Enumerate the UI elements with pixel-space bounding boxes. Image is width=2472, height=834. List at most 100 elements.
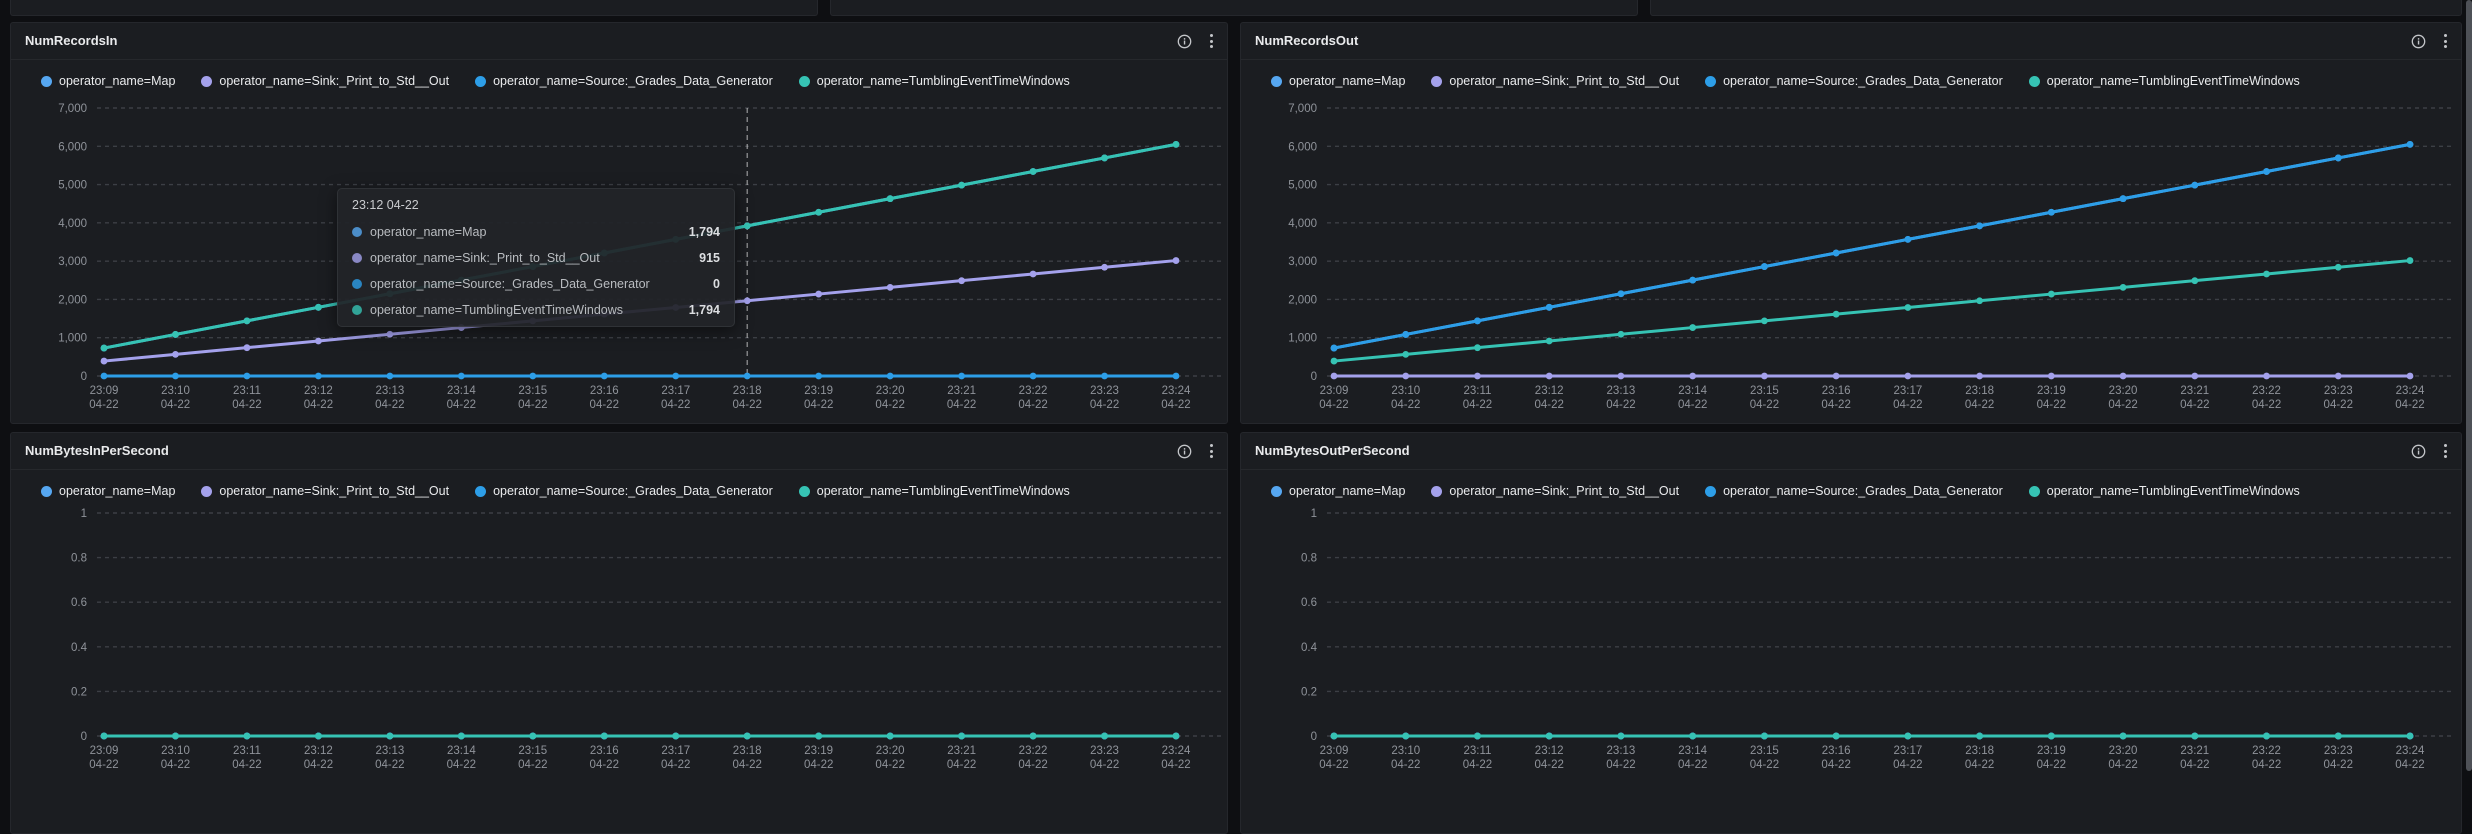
clipped-date-label: 04-22: [2262, 0, 2291, 2]
svg-text:0: 0: [1311, 371, 1317, 383]
clipped-date-label: 04-22: [1174, 0, 1203, 2]
tooltip-series-name: operator_name=Map: [370, 225, 487, 239]
svg-text:04-22: 04-22: [804, 759, 833, 771]
svg-text:04-22: 04-22: [1821, 759, 1850, 771]
svg-text:04-22: 04-22: [1821, 399, 1850, 411]
svg-text:04-22: 04-22: [1018, 759, 1047, 771]
legend-item[interactable]: operator_name=Source:_Grades_Data_Genera…: [1705, 74, 2003, 88]
info-icon[interactable]: [2411, 34, 2426, 49]
legend-item[interactable]: operator_name=Sink:_Print_to_Std__Out: [1431, 484, 1679, 498]
svg-text:04-22: 04-22: [1606, 759, 1635, 771]
svg-text:04-22: 04-22: [232, 399, 261, 411]
svg-text:4,000: 4,000: [58, 218, 87, 230]
svg-text:23:10: 23:10: [1391, 745, 1420, 757]
clipped-date-label: 04-22: [133, 0, 162, 2]
svg-text:04-22: 04-22: [875, 399, 904, 411]
legend-series-dot: [475, 485, 487, 497]
panel-numrecordsout: NumRecordsOut operator_name=Map operator_…: [1240, 22, 2462, 424]
clipped-date-label: 04-22: [1527, 0, 1556, 2]
clipped-date-label: 04-22: [998, 0, 1027, 2]
svg-text:04-22: 04-22: [161, 759, 190, 771]
tooltip-series-dot: [352, 253, 362, 263]
legend-item[interactable]: operator_name=Sink:_Print_to_Std__Out: [201, 74, 449, 88]
legend-series-dot: [1705, 75, 1717, 87]
panel-header: NumBytesInPerSecond: [11, 433, 1227, 470]
svg-text:23:14: 23:14: [447, 745, 476, 757]
svg-text:04-22: 04-22: [1965, 759, 1994, 771]
svg-text:04-22: 04-22: [590, 399, 619, 411]
chart-numbytesinpersecond[interactable]: 1 0.8 0.6 0.4 0.2 0 23:09 04-22 23:10 04-22 23:11 0…: [11, 497, 1227, 833]
svg-text:0: 0: [81, 731, 87, 743]
partial-panel-top-3: 04-22 04-22 04-22 04-22 04-22 04-22 04-22 04-22…: [1650, 0, 2462, 16]
legend-item[interactable]: operator_name=TumblingEventTimeWindows: [798, 484, 1070, 498]
panel-title[interactable]: NumBytesOutPerSecond: [1255, 443, 1410, 458]
info-icon[interactable]: [2411, 444, 2426, 459]
svg-text:0: 0: [81, 371, 87, 383]
tooltip-timestamp: 23:12 04-22: [352, 198, 419, 212]
legend-series-dot: [475, 75, 487, 87]
svg-text:23:17: 23:17: [661, 385, 690, 397]
kebab-menu-icon[interactable]: [1210, 444, 1213, 458]
tooltip-series-value: 915: [699, 251, 720, 265]
legend-item[interactable]: operator_name=Source:_Grades_Data_Genera…: [475, 484, 773, 498]
legend-item[interactable]: operator_name=Map: [41, 484, 175, 498]
svg-text:04-22: 04-22: [947, 399, 976, 411]
kebab-menu-icon[interactable]: [2444, 34, 2447, 48]
chart-numrecordsout[interactable]: 7,000 6,000 5,000 4,000 3,000 2,000 1,000 0 23:0…: [1241, 87, 2461, 423]
svg-text:3,000: 3,000: [58, 256, 87, 268]
clipped-date-label: 04-22: [1218, 0, 1247, 2]
svg-text:23:18: 23:18: [733, 745, 762, 757]
svg-text:04-22: 04-22: [1606, 399, 1635, 411]
clipped-axis-labels: 04-22 04-22 04-22 04-22 04-22 04-22 04-22 04-22…: [1651, 0, 2461, 14]
legend-item[interactable]: operator_name=TumblingEventTimeWindows: [2028, 74, 2300, 88]
clipped-date-label: 04-22: [1907, 0, 1936, 2]
svg-text:23:15: 23:15: [518, 745, 547, 757]
svg-text:04-22: 04-22: [1463, 759, 1492, 771]
info-icon[interactable]: [1177, 34, 1192, 49]
legend-item[interactable]: operator_name=Source:_Grades_Data_Genera…: [1705, 484, 2003, 498]
svg-text:23:16: 23:16: [1822, 745, 1851, 757]
legend-series-label: operator_name=TumblingEventTimeWindows: [2046, 484, 2300, 498]
svg-text:6,000: 6,000: [58, 141, 87, 153]
svg-text:23:20: 23:20: [876, 745, 905, 757]
svg-text:23:09: 23:09: [90, 385, 119, 397]
legend-item[interactable]: operator_name=Sink:_Print_to_Std__Out: [201, 484, 449, 498]
svg-text:0.2: 0.2: [1301, 686, 1317, 698]
panel-numrecordsin: NumRecordsIn operator_name=Map operator_n…: [10, 22, 1228, 424]
legend-item[interactable]: operator_name=TumblingEventTimeWindows: [2028, 484, 2300, 498]
kebab-menu-icon[interactable]: [1210, 34, 1213, 48]
svg-text:04-22: 04-22: [1678, 759, 1707, 771]
legend-item[interactable]: operator_name=Map: [1271, 74, 1405, 88]
svg-text:23:15: 23:15: [518, 385, 547, 397]
info-icon[interactable]: [1177, 444, 1192, 459]
legend-series-label: operator_name=Sink:_Print_to_Std__Out: [219, 74, 450, 88]
panel-numbytesinpersecond: NumBytesInPerSecond operator_name=Map ope…: [10, 432, 1228, 834]
legend-series-label: operator_name=Map: [59, 74, 176, 88]
svg-text:23:11: 23:11: [1463, 745, 1491, 757]
svg-text:23:17: 23:17: [1893, 745, 1922, 757]
svg-text:04-22: 04-22: [304, 399, 333, 411]
clipped-date-label: 04-22: [663, 0, 692, 2]
tooltip-series-name: operator_name=Sink:_Print_to_Std__Out: [370, 251, 600, 265]
svg-text:04-22: 04-22: [1161, 399, 1190, 411]
vertical-scrollbar[interactable]: [2466, 0, 2472, 771]
legend-item[interactable]: operator_name=Sink:_Print_to_Std__Out: [1431, 74, 1679, 88]
legend-series-label: operator_name=TumblingEventTimeWindows: [816, 74, 1070, 88]
clipped-date-label: 04-22: [2218, 0, 2247, 2]
legend-series-dot: [798, 485, 810, 497]
legend-item[interactable]: operator_name=TumblingEventTimeWindows: [798, 74, 1070, 88]
chart-numbytesoutpersecond[interactable]: 1 0.8 0.6 0.4 0.2 0 23:09 04-22 23:10 04-22 23:11 0…: [1241, 497, 2461, 833]
svg-text:04-22: 04-22: [375, 759, 404, 771]
panel-title[interactable]: NumRecordsOut: [1255, 33, 1359, 48]
legend-item[interactable]: operator_name=Map: [1271, 484, 1405, 498]
svg-text:04-22: 04-22: [89, 399, 118, 411]
panel-title[interactable]: NumBytesInPerSecond: [25, 443, 169, 458]
svg-text:5,000: 5,000: [1288, 180, 1317, 192]
legend-item[interactable]: operator_name=Map: [41, 74, 175, 88]
svg-text:0.8: 0.8: [1301, 553, 1317, 565]
legend-item[interactable]: operator_name=Source:_Grades_Data_Genera…: [475, 74, 773, 88]
kebab-menu-icon[interactable]: [2444, 444, 2447, 458]
svg-text:0.2: 0.2: [71, 686, 87, 698]
panel-title[interactable]: NumRecordsIn: [25, 33, 118, 48]
svg-text:23:24: 23:24: [1162, 745, 1191, 757]
